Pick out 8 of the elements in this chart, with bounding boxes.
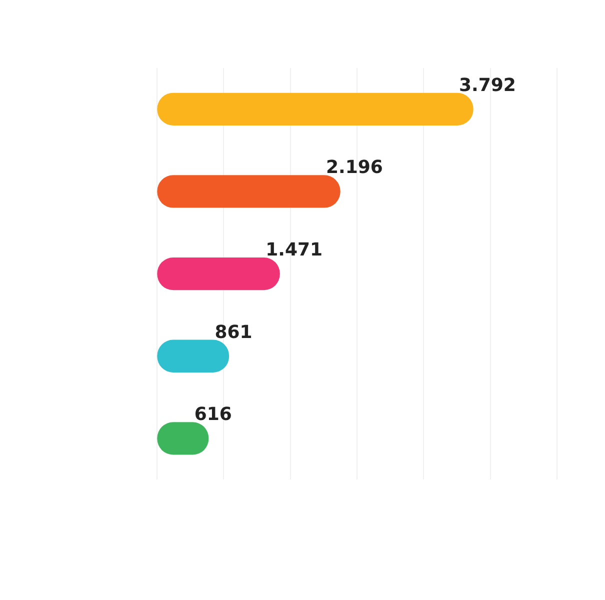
data-label: 1.471 <box>266 239 323 260</box>
data-label: 616 <box>194 404 232 426</box>
data-label: 3.792 <box>459 74 516 96</box>
data-label: 861 <box>214 322 252 343</box>
data-label: 2.196 <box>326 157 383 178</box>
bar <box>157 92 474 126</box>
bar <box>157 175 340 208</box>
bar <box>157 257 280 290</box>
